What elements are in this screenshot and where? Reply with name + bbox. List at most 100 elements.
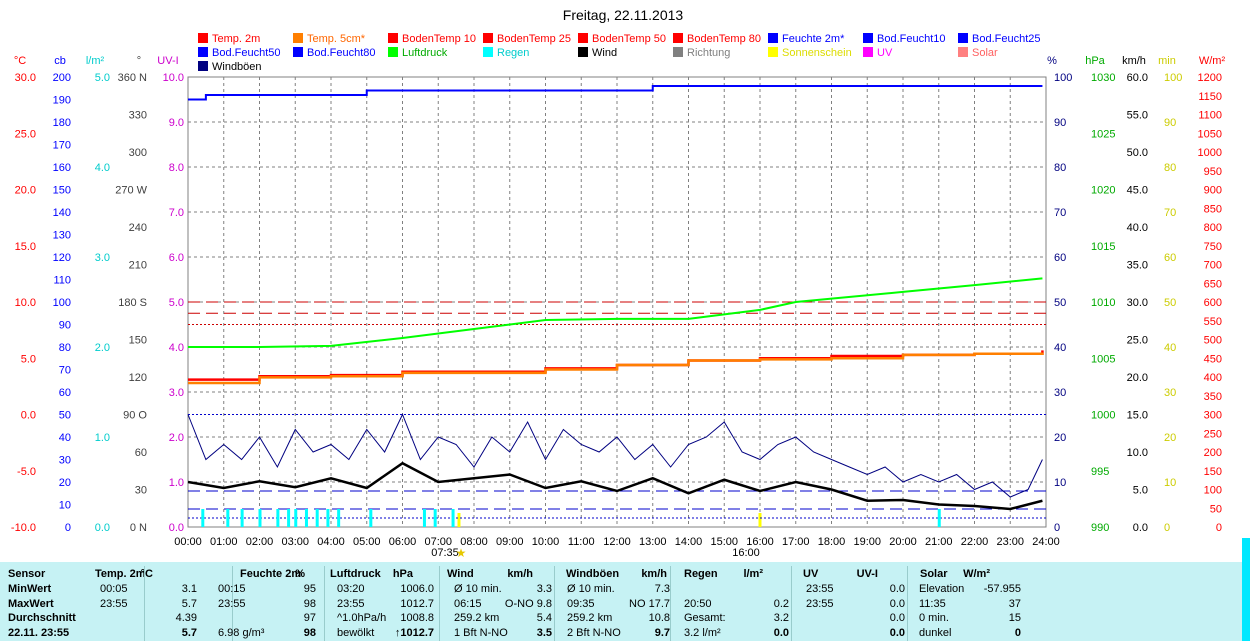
time-tick: 20:00: [889, 536, 917, 548]
legend-label: Luftdruck: [402, 47, 448, 59]
legend-swatch: [388, 33, 398, 43]
stat-row-label: 22.11. 23:55: [8, 626, 70, 639]
axis-tick-wind: 50.0: [1127, 147, 1148, 159]
axis-tick-sun: 100: [1164, 72, 1182, 84]
rain-bar: [369, 509, 373, 527]
axis-tick-uv: 0.0: [169, 522, 184, 534]
legend-swatch: [768, 47, 778, 57]
stat-value: Ø 10 min.: [454, 583, 502, 595]
axis-tick-press: 1010: [1091, 297, 1115, 309]
axis-tick-cb: 170: [53, 140, 71, 152]
time-axis: 00:00 01:00 02:00 03:00 04:00 05:00 06:00 07:00…: [174, 536, 1060, 560]
stat-value: 3.2: [773, 612, 789, 624]
axis-tick-cb: 70: [59, 365, 71, 377]
axis-tick-solar: 1000: [1198, 147, 1222, 159]
time-tick: 13:00: [639, 536, 667, 548]
axis-tick-cb: 180: [53, 117, 71, 129]
axis-tick-solar: 450: [1204, 353, 1222, 365]
rain-bar: [422, 509, 426, 527]
stat-header: W/m²: [963, 568, 990, 580]
legend-label: BodenTemp 25: [497, 33, 571, 45]
axis-tick-wind: 35.0: [1127, 260, 1148, 272]
legend-swatch: [198, 47, 208, 57]
time-tick: 17:00: [782, 536, 810, 548]
rain-bar: [304, 509, 308, 527]
stat-header: km/h: [507, 568, 533, 580]
axis-tick-temp: 10.0: [15, 297, 36, 309]
axis-tick-uv: 8.0: [169, 162, 184, 174]
legend-swatch: [673, 47, 683, 57]
rain-bar: [326, 509, 330, 527]
axis-tick-wind: 40.0: [1127, 222, 1148, 234]
axis-tick-cb: 200: [53, 72, 71, 84]
legend-swatch: [958, 33, 968, 43]
axis-tick-cb: 90: [59, 320, 71, 332]
plot-area: [187, 76, 1047, 528]
stat-value: O-NO 9.8: [504, 597, 552, 610]
column-separator: [144, 566, 145, 641]
axis-unit-hum: %: [1047, 55, 1057, 67]
stat-header: Sensor: [8, 568, 46, 580]
axis-tick-rain: 0.0: [95, 522, 110, 534]
stat-value: 5.7: [181, 626, 197, 639]
axis-tick-sun: 30: [1164, 387, 1176, 399]
axis-tick-solar: 150: [1204, 466, 1222, 478]
column-separator: [232, 566, 233, 641]
time-tick: 08:00: [460, 536, 488, 548]
time-tick: 16:00: [746, 536, 774, 548]
axis-tick-hum: 0: [1054, 522, 1060, 534]
axis-tick-solar: 200: [1204, 447, 1222, 459]
axis-tick-solar: 250: [1204, 428, 1222, 440]
stat-header: Regen: [684, 568, 718, 580]
axis-tick-cb: 120: [53, 252, 71, 264]
time-tick: 24:00: [1032, 536, 1060, 548]
stat-value: 23:55: [337, 597, 365, 610]
stat-value: 4.39: [175, 612, 197, 624]
time-tick: 19:00: [853, 536, 881, 548]
axis-tick-cb: 160: [53, 162, 71, 174]
stat-value: dunkel: [919, 626, 952, 639]
time-tick: 02:00: [246, 536, 274, 548]
stat-value: 00:15: [218, 583, 246, 595]
rain-bar: [294, 509, 298, 527]
legend-label: Bod.Feucht80: [307, 47, 376, 59]
stat-value: 259.2 km: [454, 612, 500, 624]
axis-tick-dir: 270 W: [115, 185, 147, 197]
axis-tick-temp: -10.0: [11, 522, 36, 534]
axis-unit-press: hPa: [1085, 55, 1105, 67]
legend-label: Windböen: [212, 61, 262, 73]
axis-tick-hum: 90: [1054, 117, 1066, 129]
time-tick: 23:00: [996, 536, 1024, 548]
stat-value: 0.0: [889, 612, 905, 624]
axis-unit-sun: min: [1158, 55, 1176, 67]
stat-value: 2 Bft N-NO: [567, 626, 621, 639]
axis-tick-sun: 80: [1164, 162, 1176, 174]
legend-swatch: [673, 33, 683, 43]
axis-tick-uv: 9.0: [169, 117, 184, 129]
stat-value: 1 Bft N-NO: [454, 626, 508, 639]
column-separator: [554, 566, 555, 641]
rain-bar: [240, 509, 244, 527]
axis-tick-cb: 40: [59, 432, 71, 444]
stat-value: 5.4: [536, 612, 552, 624]
axis-tick-hum: 40: [1054, 342, 1066, 354]
stat-value: 95: [303, 583, 316, 595]
stat-value: 0: [1014, 626, 1021, 639]
axis-tick-uv: 3.0: [169, 387, 184, 399]
axis-tick-sun: 0: [1164, 522, 1170, 534]
axis-tick-press: 1000: [1091, 410, 1115, 422]
axis-tick-solar: 800: [1204, 222, 1222, 234]
stat-value: Elevation: [919, 583, 965, 595]
stat-value: 0.2: [773, 597, 789, 610]
axis-tick-press: 1025: [1091, 128, 1115, 140]
axis-tick-solar: 300: [1204, 410, 1222, 422]
axis-tick-cb: 150: [53, 185, 71, 197]
sunrise-time: 07:35: [431, 547, 459, 559]
time-tick: 22:00: [961, 536, 989, 548]
stat-header: Luftdruck: [330, 568, 381, 580]
axis-tick-dir: 210: [129, 260, 147, 272]
legend-label: Bod.Feucht10: [877, 33, 946, 45]
axis-tick-cb: 190: [53, 95, 71, 107]
axis-tick-cb: 10: [59, 500, 71, 512]
axis-tick-rain: 2.0: [95, 342, 110, 354]
